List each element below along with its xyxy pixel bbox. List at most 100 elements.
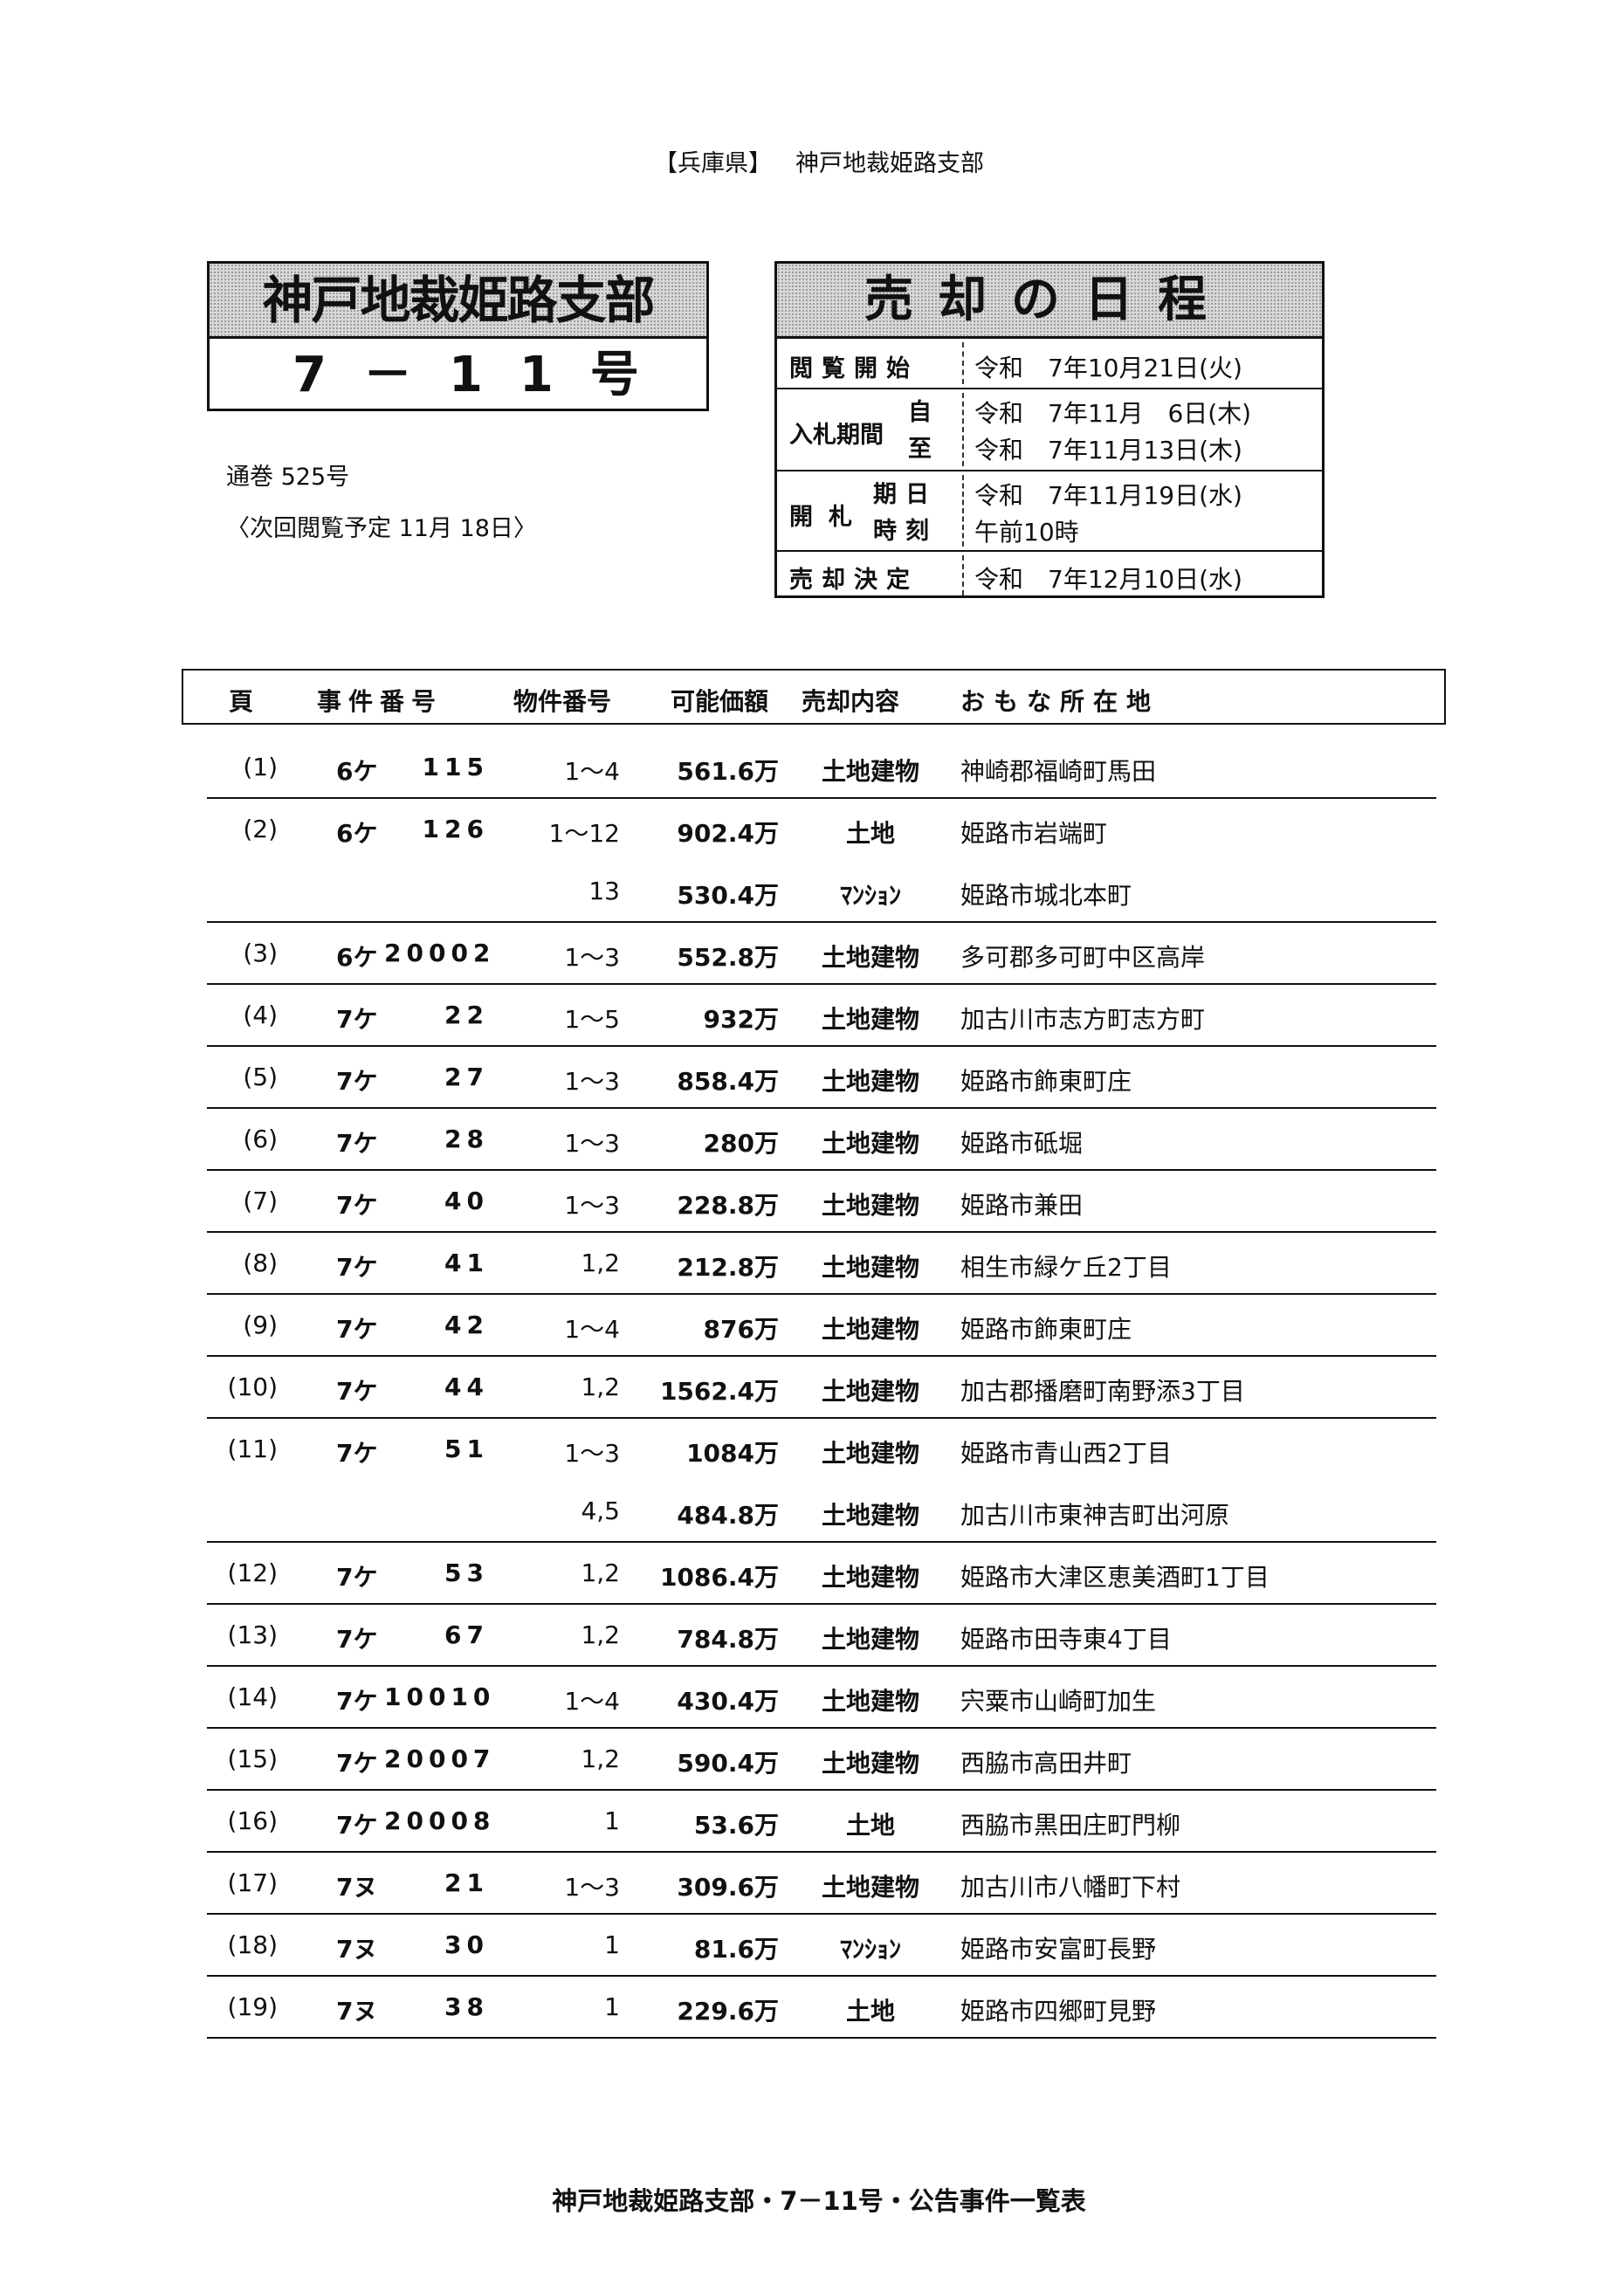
- row-location: 西脇市黒田庄町門柳: [960, 1811, 1181, 1840]
- row-item-numbers: 1～3: [564, 943, 620, 972]
- row-page: (18): [227, 1930, 278, 1959]
- schedule-opening: 開札 期日 時刻 令和 7年11月19日(水) 午前10時: [777, 471, 1322, 552]
- row-divider: [207, 1169, 1436, 1171]
- row-price: 902.4万: [677, 819, 779, 848]
- row-item-numbers: 4,5: [581, 1496, 620, 1525]
- branch-title: 神戸地裁姫路支部: [210, 264, 706, 339]
- branch-box: 神戸地裁姫路支部 7－11号: [207, 261, 709, 411]
- row-page: (2): [243, 815, 278, 843]
- row-divider: [207, 921, 1436, 923]
- row-location: 姫路市飾東町庄: [960, 1315, 1132, 1344]
- row-location: 姫路市城北本町: [960, 881, 1132, 910]
- row-price: 590.4万: [677, 1749, 779, 1778]
- row-case-prefix: 7ケ: [336, 1253, 378, 1282]
- row-price: 1086.4万: [659, 1563, 779, 1592]
- row-item-numbers: 1: [604, 1992, 620, 2021]
- row-sale-type: 土地建物: [821, 1625, 919, 1654]
- row-sale-type: 土地: [845, 819, 895, 848]
- row-divider: [207, 1355, 1436, 1357]
- row-case-number: 27: [444, 1063, 489, 1091]
- schedule-decision: 売却決定 令和 7年12月10日(水): [777, 552, 1322, 599]
- bidding-period-label: 入札期間: [789, 422, 884, 449]
- row-location: 姫路市青山西2丁目: [960, 1439, 1172, 1468]
- row-item-numbers: 1～3: [564, 1439, 620, 1468]
- row-item-numbers: 1,2: [581, 1249, 620, 1277]
- schedule-viewing-start: 閲覧開始 令和 7年10月21日(火): [777, 339, 1322, 389]
- header-sale-type: 売却内容: [802, 687, 900, 716]
- row-divider: [207, 1603, 1436, 1605]
- row-price: 561.6万: [677, 757, 779, 786]
- schedule-bidding-period: 入札期間 自 至 令和 7年11月 6日(木) 令和 7年11月13日(木): [777, 389, 1322, 471]
- row-sale-type: 土地建物: [821, 1873, 919, 1902]
- row-divider: [207, 2037, 1436, 2039]
- row-divider: [207, 1417, 1436, 1419]
- row-price: 876万: [703, 1315, 779, 1344]
- row-item-numbers: 13: [588, 877, 620, 905]
- row-location: 姫路市大津区恵美酒町1丁目: [960, 1563, 1270, 1592]
- row-item-numbers: 1: [604, 1930, 620, 1959]
- viewing-start-label: 閲覧開始: [789, 355, 919, 382]
- row-location: 姫路市飾東町庄: [960, 1067, 1132, 1096]
- row-price: 784.8万: [677, 1625, 779, 1654]
- row-location: 相生市緑ケ丘2丁目: [960, 1253, 1172, 1282]
- row-divider: [207, 1665, 1436, 1667]
- row-case-prefix: 7ケ: [336, 1377, 378, 1406]
- row-location: 西脇市高田井町: [960, 1749, 1132, 1778]
- row-case-prefix: 7ヌ: [336, 1935, 378, 1964]
- row-item-numbers: 1～4: [564, 1315, 620, 1344]
- row-item-numbers: 1～3: [564, 1873, 620, 1902]
- row-page: (16): [227, 1806, 278, 1835]
- row-case-prefix: 7ケ: [336, 1563, 378, 1592]
- row-case-number: 51: [444, 1434, 489, 1463]
- row-case-number: 20008: [384, 1806, 496, 1835]
- row-page: (15): [227, 1744, 278, 1773]
- row-divider: [207, 1045, 1436, 1047]
- row-sale-type: 土地建物: [821, 757, 919, 786]
- row-page: (1): [243, 753, 278, 781]
- row-case-number: 21: [444, 1868, 489, 1897]
- row-page: (6): [243, 1125, 278, 1153]
- divider: [962, 475, 964, 547]
- row-price: 1084万: [686, 1439, 779, 1468]
- sale-schedule-box: 売却の日程 閲覧開始 令和 7年10月21日(火) 入札期間 自 至 令和 7年…: [774, 261, 1325, 598]
- row-price: 81.6万: [693, 1935, 779, 1964]
- decision-value: 令和 7年12月10日(水): [974, 565, 1242, 594]
- header-price: 可能価額: [671, 687, 769, 716]
- divider: [962, 393, 964, 466]
- row-case-number: 28: [444, 1125, 489, 1153]
- row-sale-type: 土地: [845, 1997, 895, 2026]
- page-footer: 神戸地裁姫路支部・7－11号・公告事件一覧表: [552, 2186, 1086, 2216]
- row-case-number: 53: [444, 1558, 489, 1587]
- divider: [962, 555, 964, 595]
- row-sale-type: 土地建物: [821, 1749, 919, 1778]
- row-location: 姫路市兼田: [960, 1191, 1084, 1220]
- row-sale-type: ﾏﾝｼｮﾝ: [839, 1935, 901, 1964]
- prefecture-label: 【兵庫県】: [654, 150, 772, 177]
- row-case-number: 22: [444, 1001, 489, 1029]
- row-page: (10): [227, 1373, 278, 1401]
- row-divider: [207, 983, 1436, 985]
- row-price: 530.4万: [677, 881, 779, 910]
- row-price: 280万: [703, 1129, 779, 1158]
- row-item-numbers: 1～4: [564, 1687, 620, 1716]
- row-case-number: 115: [422, 753, 489, 781]
- opening-date-label: 期日: [873, 481, 938, 508]
- opening-date-value: 令和 7年11月19日(水): [974, 481, 1242, 510]
- row-divider: [207, 1727, 1436, 1729]
- row-location: 加古川市志方町志方町: [960, 1005, 1206, 1034]
- row-case-number: 20007: [384, 1744, 496, 1773]
- row-case-prefix: 7ケ: [336, 1811, 378, 1840]
- row-page: (19): [227, 1992, 278, 2021]
- row-case-prefix: 7ヌ: [336, 1997, 378, 2026]
- header-page: 頁: [229, 687, 254, 716]
- row-item-numbers: 1～3: [564, 1067, 620, 1096]
- row-divider: [207, 1851, 1436, 1853]
- row-divider: [207, 1975, 1436, 1977]
- row-page: (9): [243, 1311, 278, 1339]
- row-divider: [207, 1789, 1436, 1791]
- row-item-numbers: 1～3: [564, 1191, 620, 1220]
- row-divider: [207, 1293, 1436, 1295]
- row-sale-type: 土地建物: [821, 1563, 919, 1592]
- row-location: 宍粟市山崎町加生: [960, 1687, 1157, 1716]
- row-page: (12): [227, 1558, 278, 1587]
